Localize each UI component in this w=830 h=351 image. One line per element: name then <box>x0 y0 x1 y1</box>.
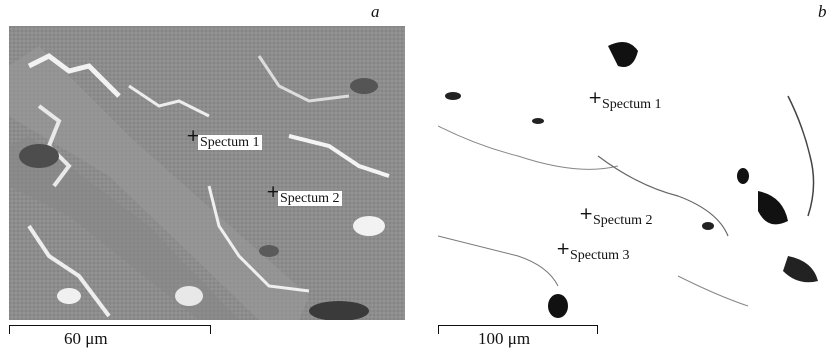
spectrum-label: Spectum 2 <box>278 191 342 206</box>
micrograph-b: + Spectum 1 + Spectum 2 + Spectum 3 <box>438 26 830 318</box>
scale-bar-a <box>9 325 211 334</box>
spectrum-label: Spectum 2 <box>593 213 653 228</box>
panel-b-letter: b <box>818 2 827 21</box>
scale-label-a: 60 μm <box>64 329 108 348</box>
spectrum-label: Spectum 1 <box>198 135 262 150</box>
scale-bar-b <box>438 325 598 334</box>
panel-a-letter: a <box>371 2 380 21</box>
spectrum-label: Spectum 3 <box>570 248 630 263</box>
spectrum-label: Spectum 1 <box>602 97 662 112</box>
crosshair-icon: + <box>186 126 201 146</box>
scale-label-b: 100 μm <box>478 329 531 348</box>
crosshair-icon: + <box>588 88 603 108</box>
crosshair-icon: + <box>579 204 594 224</box>
micrograph-a: + Spectum 1 + Spectum 2 <box>9 26 405 320</box>
micrograph-a-texture <box>9 26 405 320</box>
crosshair-icon: + <box>266 182 281 202</box>
micrograph-b-texture <box>438 26 830 318</box>
crosshair-icon: + <box>556 239 571 259</box>
